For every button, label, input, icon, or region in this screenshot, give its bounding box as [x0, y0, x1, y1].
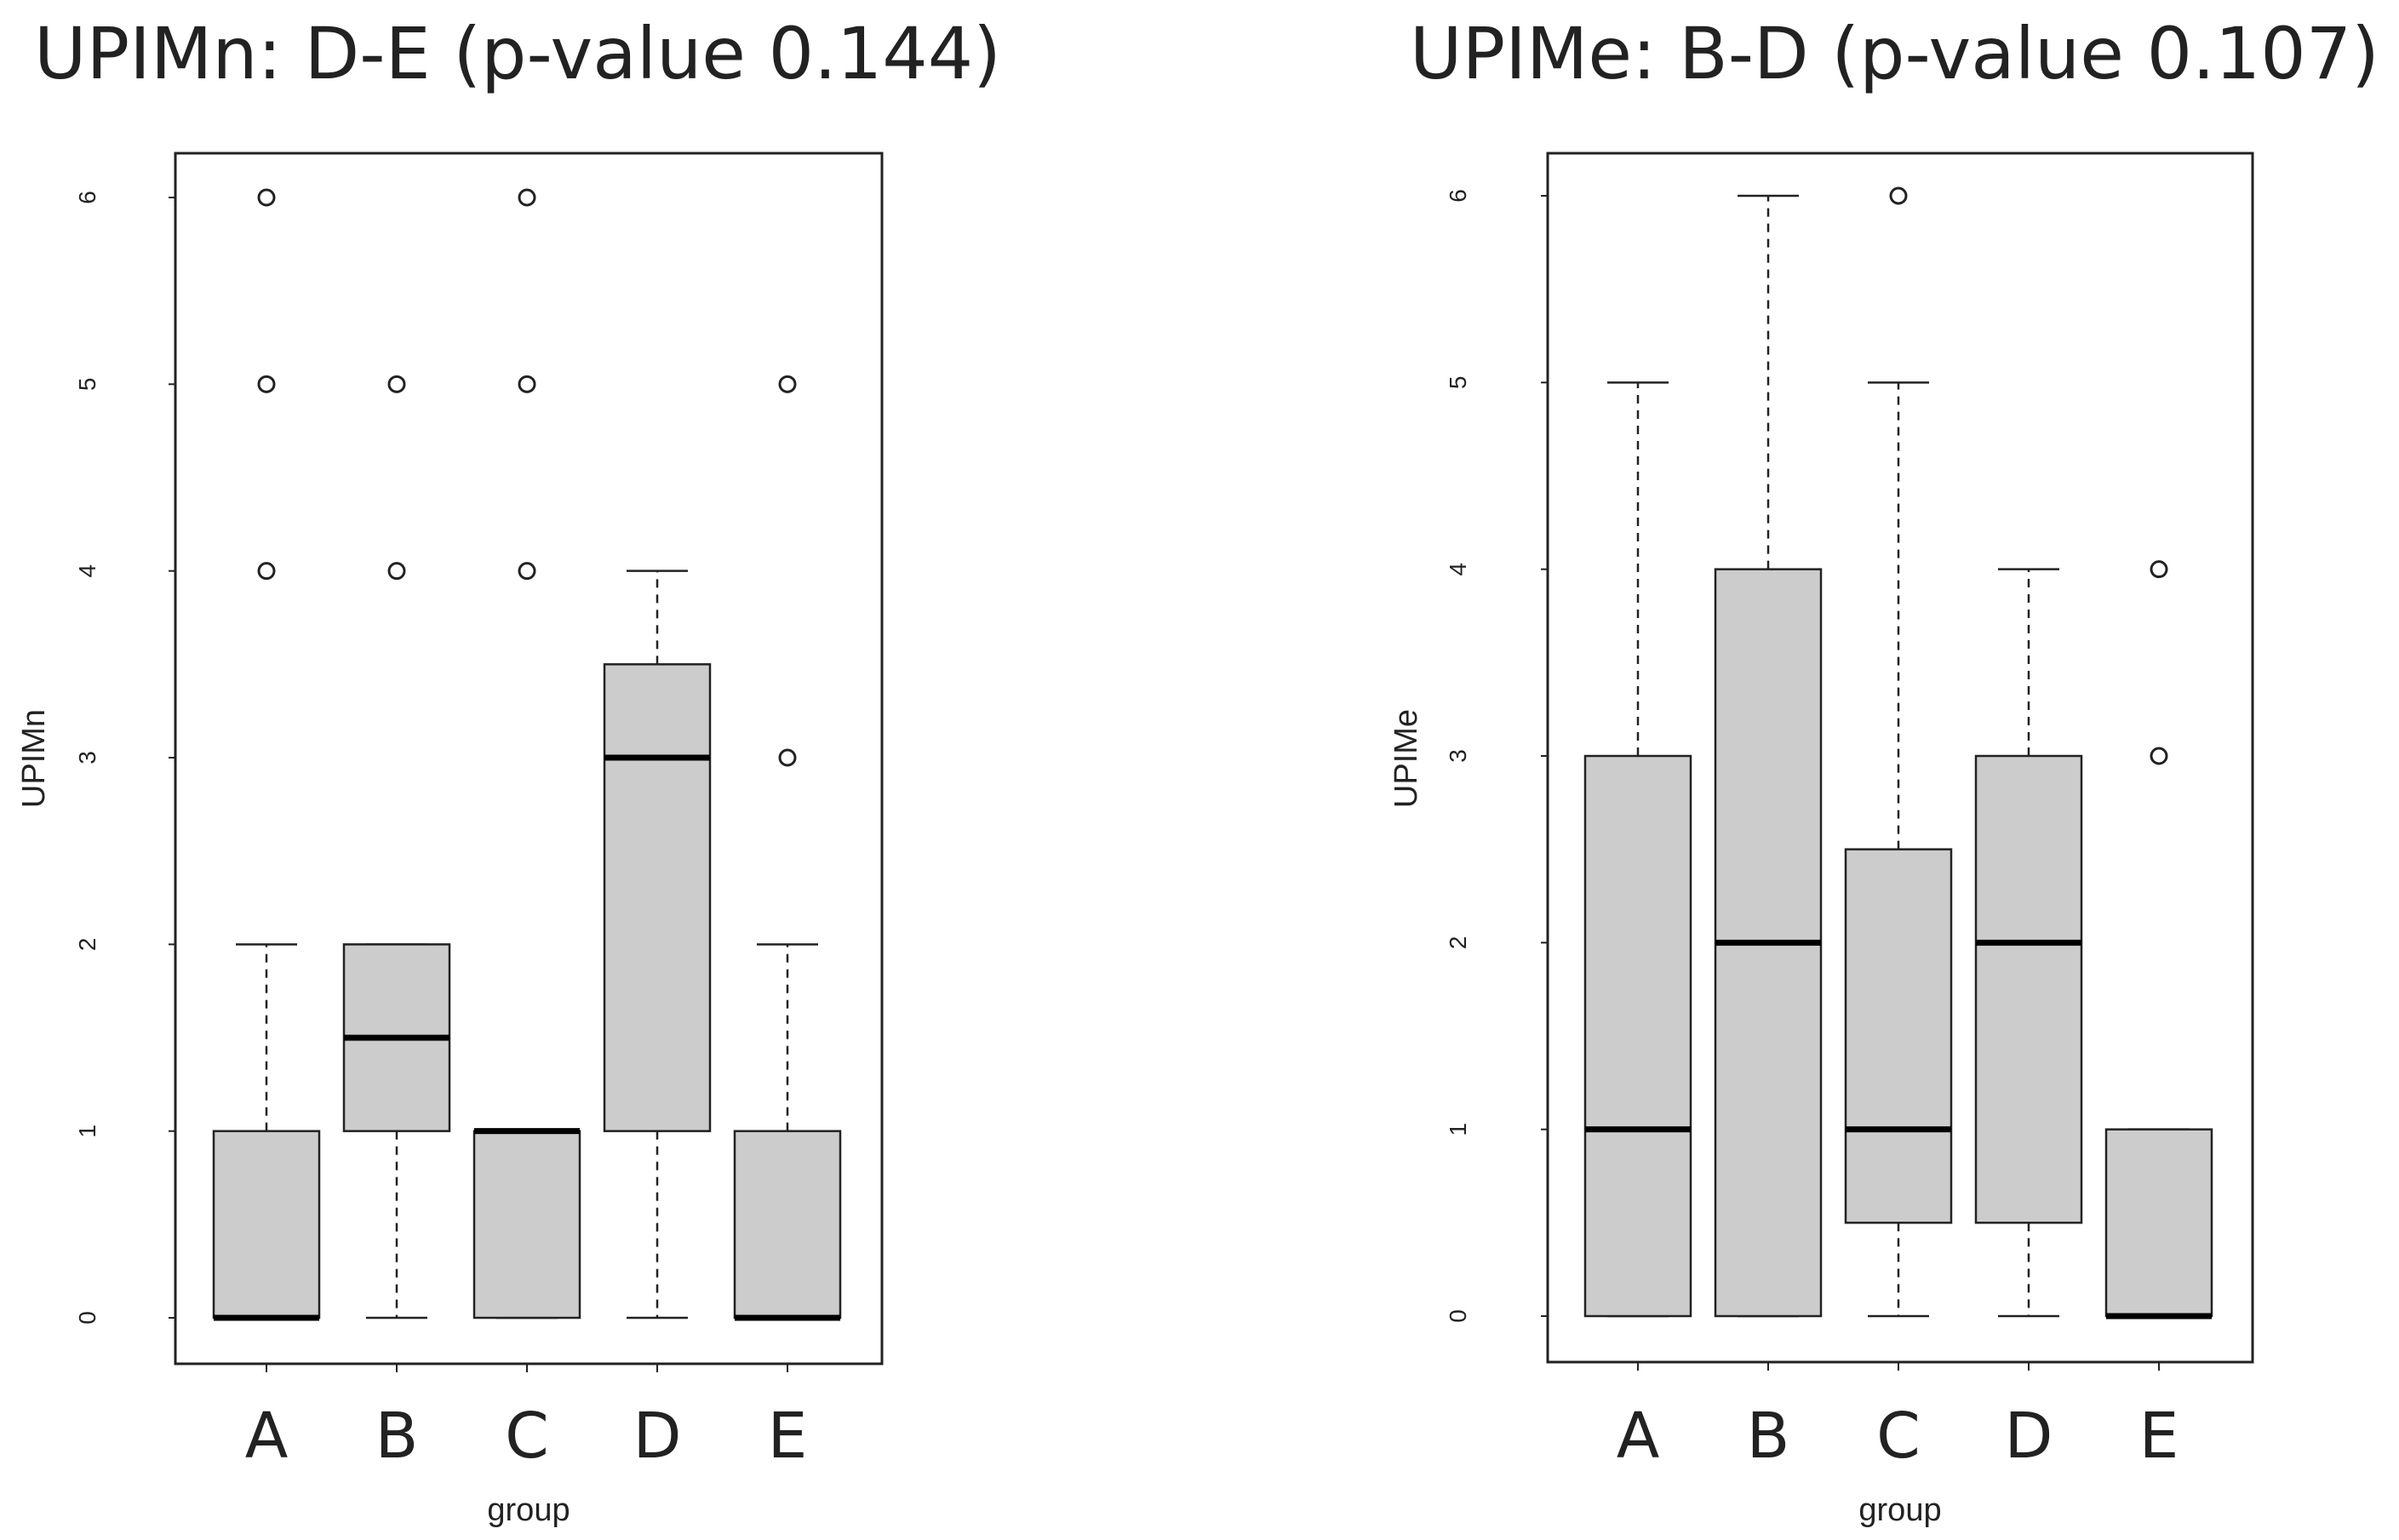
- box-upimn-a-outlier: [257, 562, 276, 581]
- box-upimn-e-outlier: [778, 375, 797, 393]
- x-tick-label-d: D: [2005, 1400, 2053, 1473]
- panel-upimn: UPIMn: D-E (p-value 0.144) UPIMn group 0…: [16, 12, 1001, 1528]
- x-axis-label-upimn: group: [487, 1492, 570, 1528]
- plot-frame-upime: [1546, 152, 2254, 1364]
- box-upime-e-outlier: [2150, 560, 2168, 579]
- box-upime-e-iqr: [2104, 1128, 2213, 1318]
- box-upimn-e-outlier: [778, 748, 797, 767]
- y-tick-label: 4: [1445, 563, 1471, 576]
- box-upime-c-outlier: [1889, 186, 1908, 205]
- y-tick-label: 1: [74, 1125, 100, 1138]
- box-upimn-d-iqr: [603, 663, 712, 1132]
- y-axis-label-upime: UPIMe: [1388, 709, 1424, 808]
- box-upimn-c-outlier: [518, 375, 536, 393]
- box-upimn-a-outlier: [257, 375, 276, 393]
- y-tick-label: 5: [1445, 376, 1471, 390]
- box-upimn-c-outlier: [518, 562, 536, 581]
- box-upime-e-outlier: [2150, 747, 2168, 765]
- y-axis-label-upimn: UPIMn: [16, 709, 52, 808]
- x-tick-label-e: E: [2139, 1400, 2179, 1473]
- y-tick-label: 3: [1445, 749, 1471, 763]
- y-tick-label: 3: [74, 751, 100, 764]
- box-upime-a-iqr: [1583, 754, 1692, 1318]
- box-upime-d-iqr: [1974, 754, 2083, 1224]
- boxplot-marks-upime: 0 1 2 3 4 5 6 A B C D E: [1445, 186, 2213, 1473]
- x-axis-label-upime: group: [1858, 1492, 1941, 1528]
- x-tick-label-b: B: [1747, 1400, 1790, 1473]
- x-tick-label-e: E: [768, 1400, 808, 1473]
- box-upimn-c-iqr: [472, 1130, 581, 1320]
- y-tick-label: 2: [74, 938, 100, 952]
- box-upimn-a-outlier: [257, 188, 276, 207]
- x-tick-label-d: D: [633, 1400, 682, 1473]
- x-tick-label-b: B: [375, 1400, 419, 1473]
- y-tick-label: 6: [74, 191, 100, 204]
- box-upimn-c-outlier: [518, 188, 536, 207]
- x-tick-label-c: C: [505, 1400, 549, 1473]
- panel-upime: UPIMe: B-D (p-value 0.107) UPIMe group 0…: [1388, 12, 2379, 1528]
- boxplot-marks-upimn: 0 1 2 3 4 5 6 A B C D E: [74, 188, 842, 1473]
- chart-title-upimn: UPIMn: D-E (p-value 0.144): [34, 12, 1001, 95]
- x-tick-label-a: A: [1617, 1400, 1660, 1473]
- y-tick-label: 2: [1445, 936, 1471, 950]
- chart-title-upime: UPIMe: B-D (p-value 0.107): [1410, 12, 2379, 95]
- box-upimn-e-iqr: [733, 1130, 842, 1320]
- y-tick-label: 6: [1445, 189, 1471, 203]
- x-tick-label-a: A: [245, 1400, 289, 1473]
- y-tick-label: 0: [74, 1311, 100, 1325]
- box-upime-c-iqr: [1844, 848, 1953, 1224]
- y-tick-label: 4: [74, 564, 100, 578]
- box-upimn-b-outlier: [387, 375, 406, 393]
- box-upimn-b-outlier: [387, 562, 406, 581]
- box-upimn-a-iqr: [212, 1130, 321, 1320]
- y-tick-label: 1: [1445, 1123, 1471, 1136]
- y-tick-label: 5: [74, 378, 100, 392]
- x-tick-label-c: C: [1876, 1400, 1921, 1473]
- y-tick-label: 0: [1445, 1309, 1471, 1323]
